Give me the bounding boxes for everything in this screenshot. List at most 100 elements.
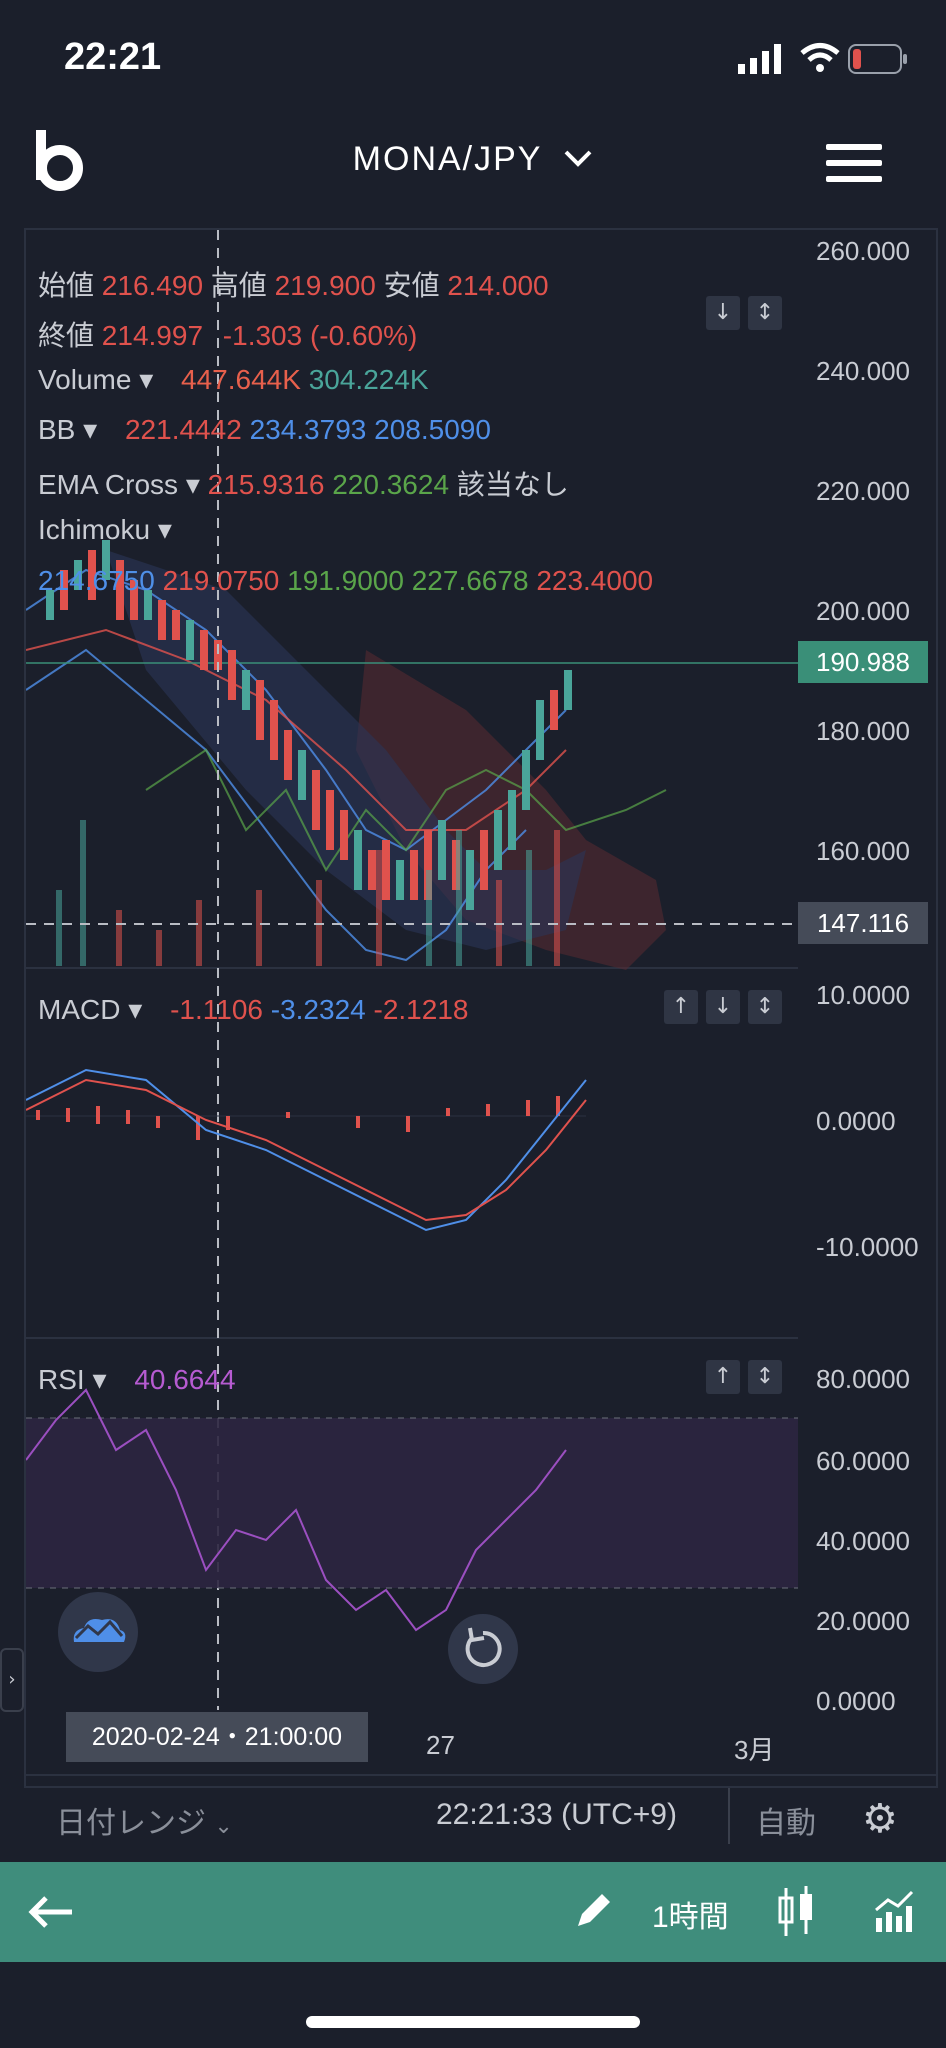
back-arrow-icon[interactable]	[26, 1892, 76, 1932]
bb-value-3: 208.5090	[374, 414, 491, 445]
expand-pane-button[interactable]: ↕	[748, 296, 782, 330]
bb-legend[interactable]: BB ▾ 221.4442 234.3793 208.5090	[38, 413, 491, 446]
time-tick: 3月	[734, 1735, 775, 1765]
refresh-icon	[465, 1627, 502, 1667]
low-label: 安値	[383, 270, 440, 301]
bb-label: BB	[38, 414, 76, 445]
indicators-icon[interactable]	[874, 1888, 914, 1934]
ohlc-legend: 始値 216.490 高値 219.900 安値 214.000	[38, 264, 549, 304]
macd-tick: 10.0000	[816, 980, 910, 1010]
move-down-button[interactable]: ↓	[706, 990, 740, 1024]
caret-down-icon[interactable]: ▾	[128, 994, 143, 1025]
macd-tick: 0.0000	[816, 1106, 896, 1136]
ichimoku-value-3: 191.9000	[287, 565, 404, 596]
caret-down-icon[interactable]: ▾	[157, 514, 172, 545]
reset-chart-button[interactable]	[448, 1614, 518, 1684]
home-indicator	[306, 2016, 640, 2028]
interval-selector[interactable]: 1時間	[652, 1901, 729, 1934]
status-time: 22:21	[64, 36, 162, 78]
caret-down-icon[interactable]: ▾	[83, 414, 98, 445]
close-value: 214.997	[101, 320, 204, 351]
ichimoku-value-1: 214.6750	[38, 565, 155, 596]
chevron-down-icon	[564, 150, 592, 167]
ema-label: EMA Cross	[38, 469, 179, 500]
pair-selector[interactable]: MONA/JPY	[0, 140, 946, 179]
price-tick: 260.000	[816, 236, 910, 266]
macd-legend[interactable]: MACD ▾ -1.1106 -3.2324 -2.1218	[38, 993, 468, 1026]
macd-value-1: -1.1106	[170, 994, 263, 1025]
gear-icon[interactable]: ⚙	[862, 1796, 898, 1842]
macd-value-2: -3.2324	[270, 994, 366, 1025]
expand-pane-button[interactable]: ↕	[748, 1360, 782, 1394]
move-up-button[interactable]: ↑	[706, 1360, 740, 1394]
price-tick: 200.000	[816, 596, 910, 626]
candlestick-icon[interactable]	[776, 1884, 816, 1940]
rsi-tick: 40.0000	[816, 1526, 910, 1556]
chart-footer: 日付レンジ ⌄ 22:21:33 (UTC+9) 自動 ⚙	[24, 1774, 938, 1860]
rsi-legend[interactable]: RSI ▾ 40.6644	[38, 1363, 236, 1396]
ichimoku-values: 214.6750 219.0750 191.9000 227.6678 223.…	[38, 565, 653, 597]
change-value: -1.303 (-0.60%)	[222, 320, 418, 351]
open-value: 216.490	[101, 270, 204, 301]
caret-down-icon[interactable]: ▾	[185, 469, 200, 500]
low-value: 214.000	[447, 270, 549, 301]
ema-value-2: 220.3624	[332, 469, 450, 500]
chevron-down-icon: ⌄	[214, 1813, 233, 1838]
ema-value-1: 215.9316	[207, 469, 325, 500]
macd-label: MACD	[38, 994, 121, 1025]
macd-value-3: -2.1218	[373, 994, 469, 1025]
crosshair-date-badge: 2020-02-24・21:00:00	[66, 1712, 368, 1762]
bb-value-2: 234.3793	[249, 414, 367, 445]
crosshair-price-badge: 147.116	[798, 902, 928, 944]
side-drawer-toggle[interactable]: ›	[0, 1648, 24, 1712]
app-logo-icon[interactable]	[32, 130, 88, 194]
chart-area[interactable]	[24, 228, 938, 1788]
move-up-button[interactable]: ↑	[664, 990, 698, 1024]
volume-legend[interactable]: Volume ▾ 447.644K 304.224K	[38, 363, 429, 396]
close-legend: 終値 214.997 -1.303 (-0.60%)	[38, 314, 417, 354]
volume-value-2: 304.224K	[308, 364, 429, 395]
pencil-icon[interactable]	[570, 1888, 616, 1934]
wifi-icon	[800, 43, 840, 72]
ichimoku-label: Ichimoku	[38, 514, 151, 545]
macd-tick: -10.0000	[816, 1232, 919, 1262]
chart-style-button[interactable]	[58, 1592, 138, 1672]
bb-value-1: 221.4442	[124, 414, 242, 445]
move-down-button[interactable]: ↓	[706, 296, 740, 330]
high-label: 高値	[210, 270, 267, 301]
price-tick: 180.000	[816, 716, 910, 746]
open-label: 始値	[38, 270, 95, 301]
menu-icon[interactable]	[826, 144, 882, 182]
price-tick: 240.000	[816, 356, 910, 386]
rsi-band	[26, 1418, 798, 1588]
volume-value-1: 447.644K	[181, 364, 301, 395]
ichimoku-legend[interactable]: Ichimoku ▾	[38, 513, 172, 546]
chart-canvas[interactable]	[26, 230, 798, 1710]
ichimoku-value-4: 227.6678	[411, 565, 529, 596]
rsi-tick: 60.0000	[816, 1446, 910, 1476]
candles	[46, 540, 572, 910]
auto-scale-button[interactable]: 自動	[756, 1807, 816, 1840]
ema-value-3: 該当なし	[456, 469, 569, 500]
status-bar: 22:21	[0, 0, 946, 120]
ichimoku-value-2: 219.0750	[162, 565, 280, 596]
date-range-label: 日付レンジ	[56, 1807, 206, 1840]
macd-plot	[26, 1068, 587, 1232]
last-price-badge: 190.988	[798, 641, 928, 683]
time-tick: 27	[426, 1730, 455, 1760]
rsi-tick: 0.0000	[816, 1686, 896, 1716]
rsi-line	[26, 1388, 567, 1632]
ema-legend[interactable]: EMA Cross ▾ 215.9316 220.3624 該当なし	[38, 463, 569, 503]
date-range-button[interactable]: 日付レンジ ⌄	[56, 1798, 233, 1842]
rsi-tick: 80.0000	[816, 1364, 910, 1394]
expand-pane-button[interactable]: ↕	[748, 990, 782, 1024]
bottom-toolbar: 1時間	[0, 1862, 946, 1962]
rsi-label: RSI	[38, 1364, 85, 1395]
top-navigation	[0, 120, 946, 230]
signal-icon	[738, 44, 781, 74]
battery-icon	[848, 44, 907, 74]
price-tick: 220.000	[816, 476, 910, 506]
caret-down-icon[interactable]: ▾	[92, 1364, 107, 1395]
caret-down-icon[interactable]: ▾	[139, 364, 154, 395]
high-value: 219.900	[274, 270, 376, 301]
